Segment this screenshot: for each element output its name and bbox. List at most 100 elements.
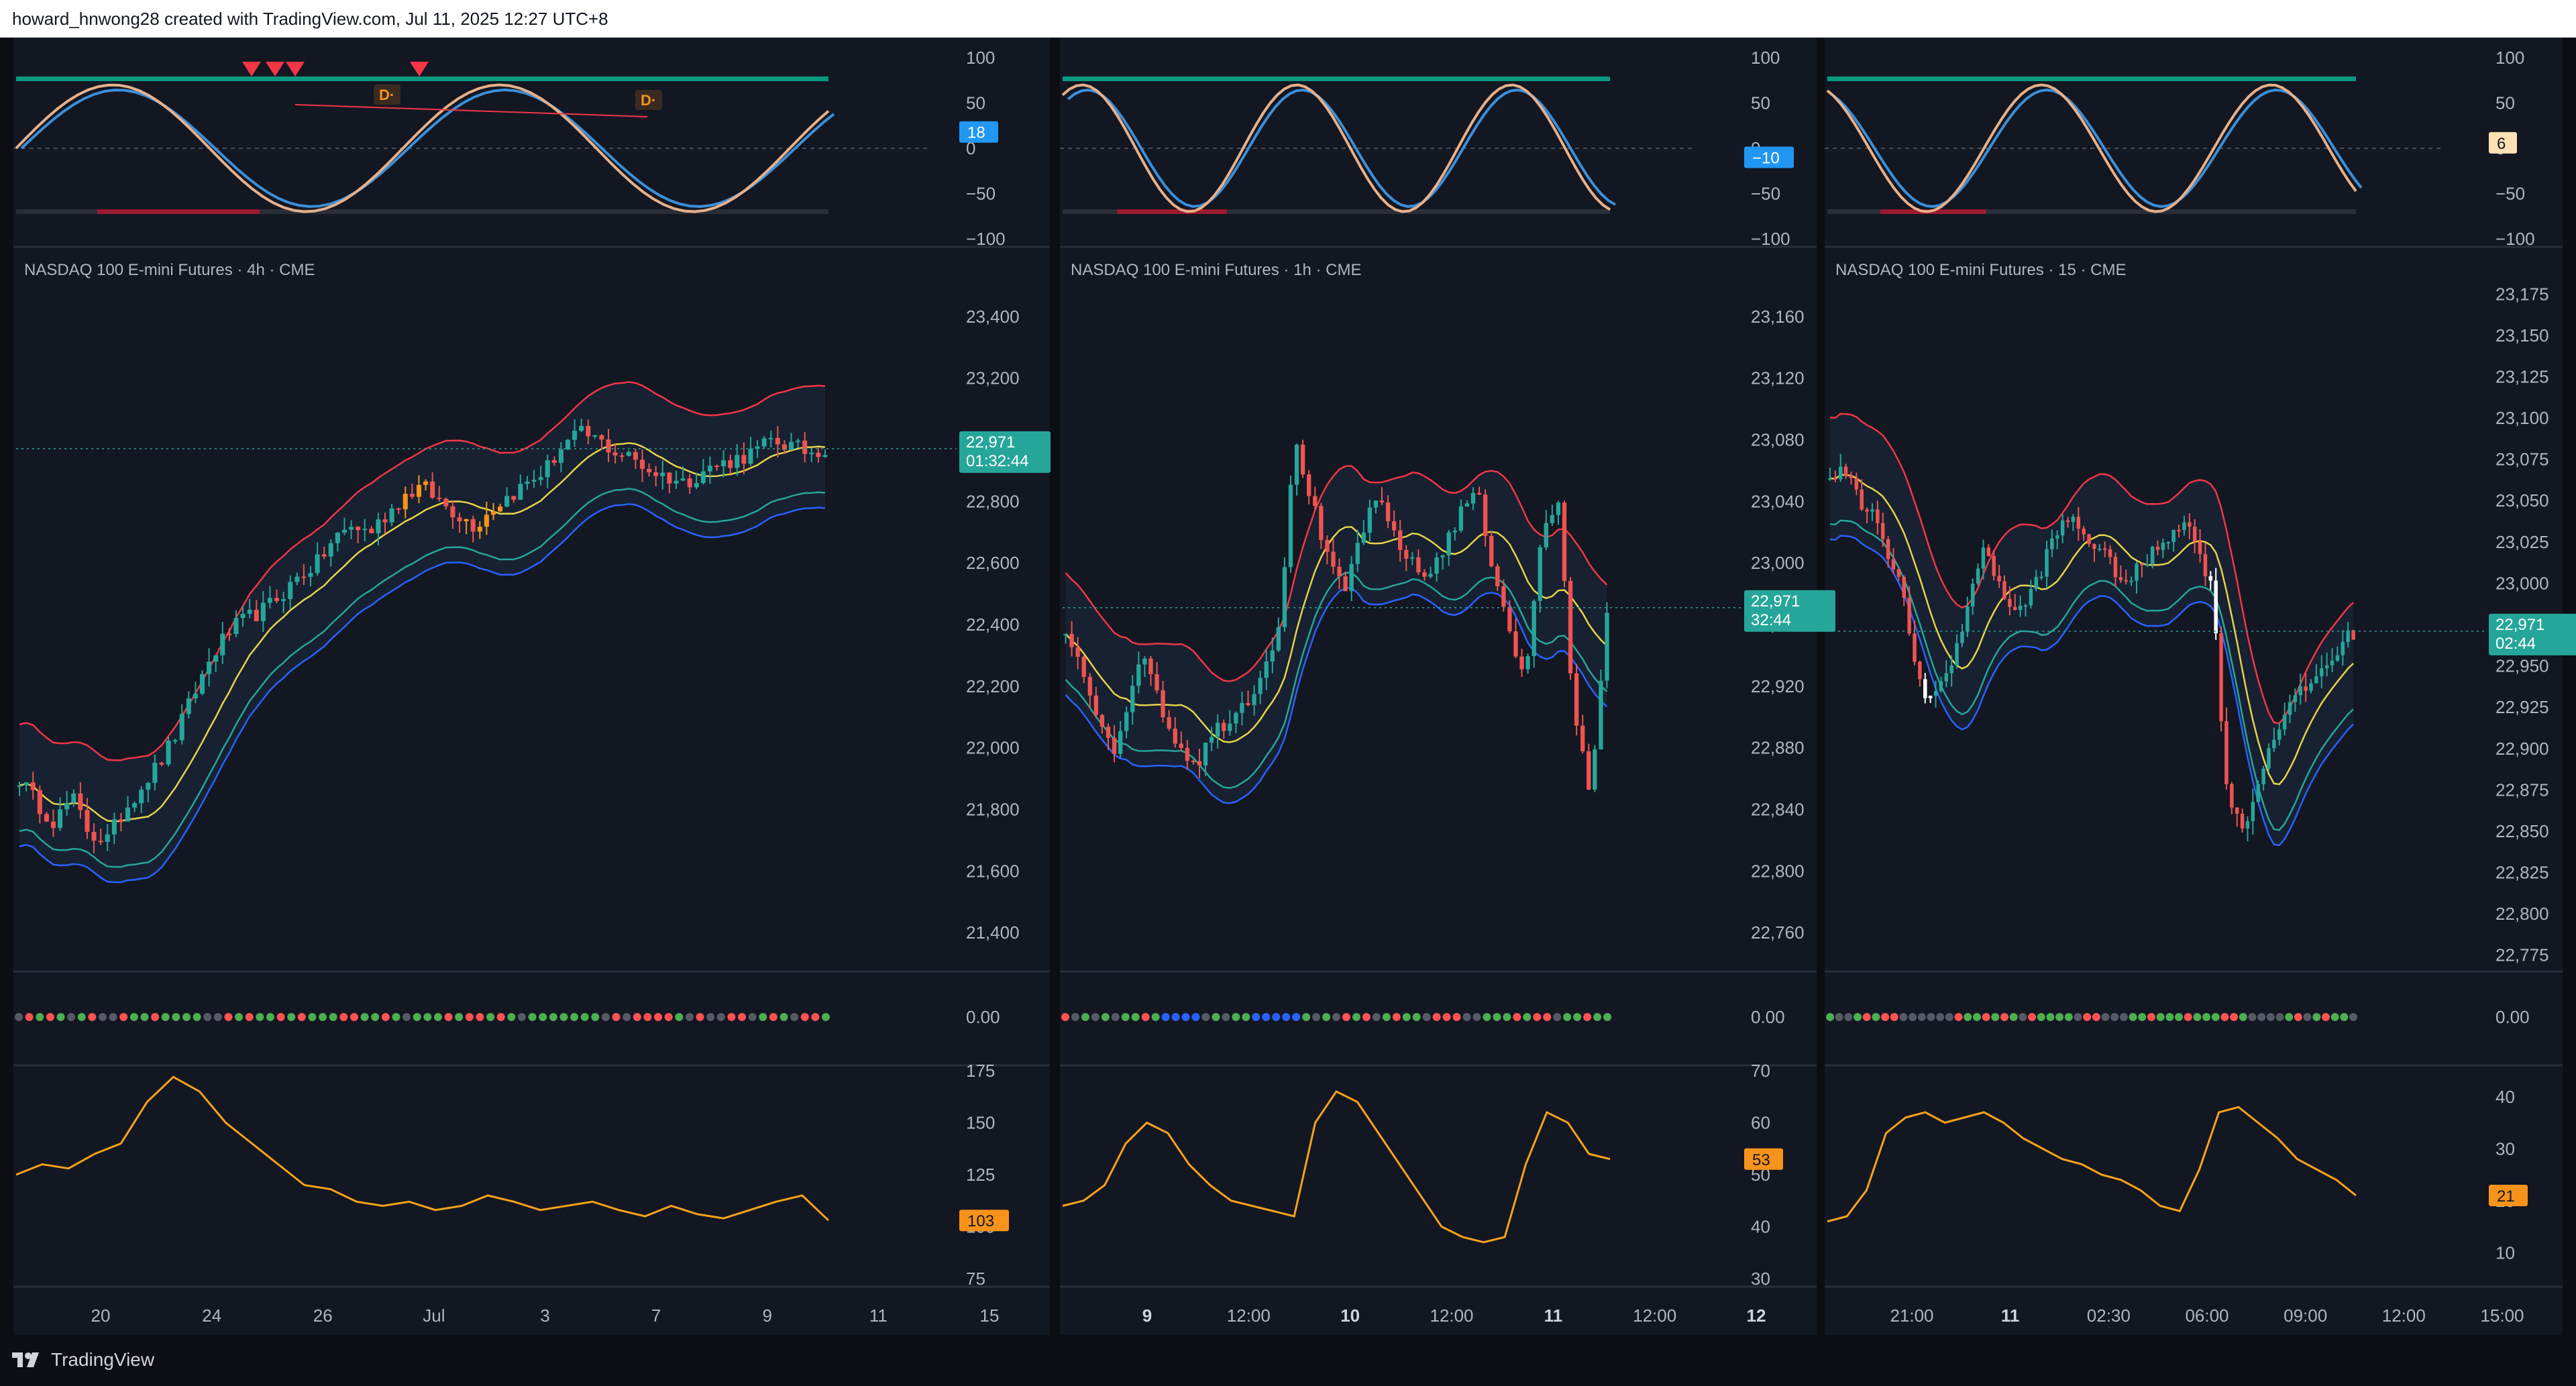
candle-body	[172, 740, 178, 742]
squeeze-dot	[559, 1013, 568, 1021]
candle-body	[660, 472, 665, 476]
candle-body	[356, 527, 361, 531]
candle-body	[1240, 702, 1244, 713]
squeeze-dot	[381, 1013, 390, 1021]
candle-body	[1944, 673, 1949, 682]
candle-body	[1264, 661, 1269, 678]
stoch-axis-tick: −100	[1751, 229, 1790, 249]
stoch-bottom-band	[1063, 209, 1610, 214]
candle-body	[2182, 522, 2186, 531]
squeeze-dot	[612, 1013, 621, 1021]
candle-body	[538, 477, 543, 480]
candle-body	[2341, 641, 2345, 655]
oscillator-axis-tick: 30	[2496, 1138, 2515, 1159]
candle-body	[1949, 665, 1953, 674]
stoch-bottom-band	[1827, 209, 2356, 214]
squeeze-dot	[1954, 1013, 1963, 1021]
squeeze-dot	[1372, 1013, 1381, 1021]
oscillator-axis-tick: 30	[1751, 1269, 1770, 1289]
time-axis-label: 06:00	[2185, 1305, 2229, 1326]
candle-body	[193, 694, 198, 699]
candle-body	[768, 437, 773, 439]
candle-body	[2309, 683, 2313, 691]
stoch-axis-tick: −50	[2496, 184, 2525, 204]
squeeze-dot	[1462, 1013, 1471, 1021]
candle-body	[1501, 586, 1506, 607]
candle-body	[105, 834, 110, 842]
stoch-k-line	[15, 83, 830, 213]
squeeze-dot	[822, 1013, 830, 1021]
charts-svg[interactable]: 100 50 0 −50 −100 18 D· D· NASDAQ 100 E-mini Fut…	[0, 38, 2576, 1335]
keltner-lower-line	[1829, 519, 2354, 831]
candle-body	[430, 481, 435, 498]
squeeze-dot	[1533, 1013, 1542, 1021]
tradingview-logo-text: TradingView	[51, 1349, 155, 1370]
candle-body	[511, 496, 517, 500]
price-axis-tick: 23,125	[2496, 366, 2549, 386]
candle-body	[2071, 517, 2076, 522]
time-axis-label: 9	[1142, 1305, 1152, 1326]
squeeze-dot	[1161, 1013, 1170, 1021]
candle-body	[37, 790, 42, 814]
candle-body	[2118, 577, 2123, 580]
candle-body	[761, 438, 767, 447]
candle-body	[707, 466, 712, 472]
squeeze-dot	[1222, 1013, 1230, 1021]
squeeze-dot	[696, 1013, 704, 1021]
candle-body	[1081, 657, 1086, 677]
candle-body	[2188, 522, 2192, 527]
candle-body	[1118, 731, 1123, 754]
squeeze-dot	[1081, 1013, 1089, 1021]
candle-body	[2076, 517, 2081, 529]
candle-body	[423, 481, 429, 485]
candle-body	[1428, 574, 1433, 577]
squeeze-dot	[1563, 1013, 1572, 1021]
candle-body	[1385, 502, 1391, 521]
candle-body	[1886, 539, 1890, 559]
squeeze-dot	[685, 1013, 694, 1021]
squeeze-dot	[1553, 1013, 1562, 1021]
candle-body	[362, 529, 368, 531]
candle-body	[484, 515, 489, 527]
candle-body	[1933, 690, 1938, 696]
keltner-lower-line	[1065, 572, 1608, 789]
squeeze-dot	[161, 1013, 170, 1021]
squeeze-dot	[790, 1013, 799, 1021]
price-axis-tick: 23,150	[2496, 325, 2549, 345]
candle-body	[1416, 557, 1421, 573]
squeeze-dot	[36, 1013, 44, 1021]
squeeze-dot	[88, 1013, 97, 1021]
squeeze-dot	[77, 1013, 86, 1021]
candle-body	[592, 435, 598, 437]
squeeze-dot	[486, 1013, 495, 1021]
candle-body	[1880, 523, 1885, 539]
candle-body	[30, 782, 36, 790]
bollinger-lower-line	[19, 502, 826, 884]
candle-body	[2065, 520, 2070, 522]
candle-body	[199, 674, 205, 694]
stoch-k-line	[1061, 83, 1611, 213]
time-axis-label: 21:00	[1890, 1305, 1933, 1326]
candle-body	[2224, 721, 2229, 784]
stoch-axis-tick: 100	[966, 48, 995, 68]
stoch-axis-tick: 100	[1751, 48, 1780, 68]
candle-body	[111, 819, 117, 835]
squeeze-dot	[2147, 1013, 2155, 1021]
bollinger-upper-line	[19, 381, 826, 761]
squeeze-dot	[319, 1013, 327, 1021]
candle-body	[1854, 478, 1859, 490]
bollinger-fill	[1065, 466, 1607, 804]
candle-body	[755, 446, 760, 449]
squeeze-dot	[1242, 1013, 1250, 1021]
candle-body	[2235, 807, 2239, 814]
price-axis-tick: 23,080	[1751, 430, 1805, 450]
price-axis-tick: 23,400	[966, 307, 1020, 327]
squeeze-dot	[1899, 1013, 1908, 1021]
candle-body	[518, 484, 523, 500]
squeeze-dot	[256, 1013, 264, 1021]
candle-body	[139, 790, 144, 804]
candle-body	[667, 472, 672, 484]
candle-body	[714, 466, 720, 468]
candle-body	[1185, 747, 1190, 761]
tradingview-logo[interactable]: TradingView	[12, 1348, 154, 1371]
